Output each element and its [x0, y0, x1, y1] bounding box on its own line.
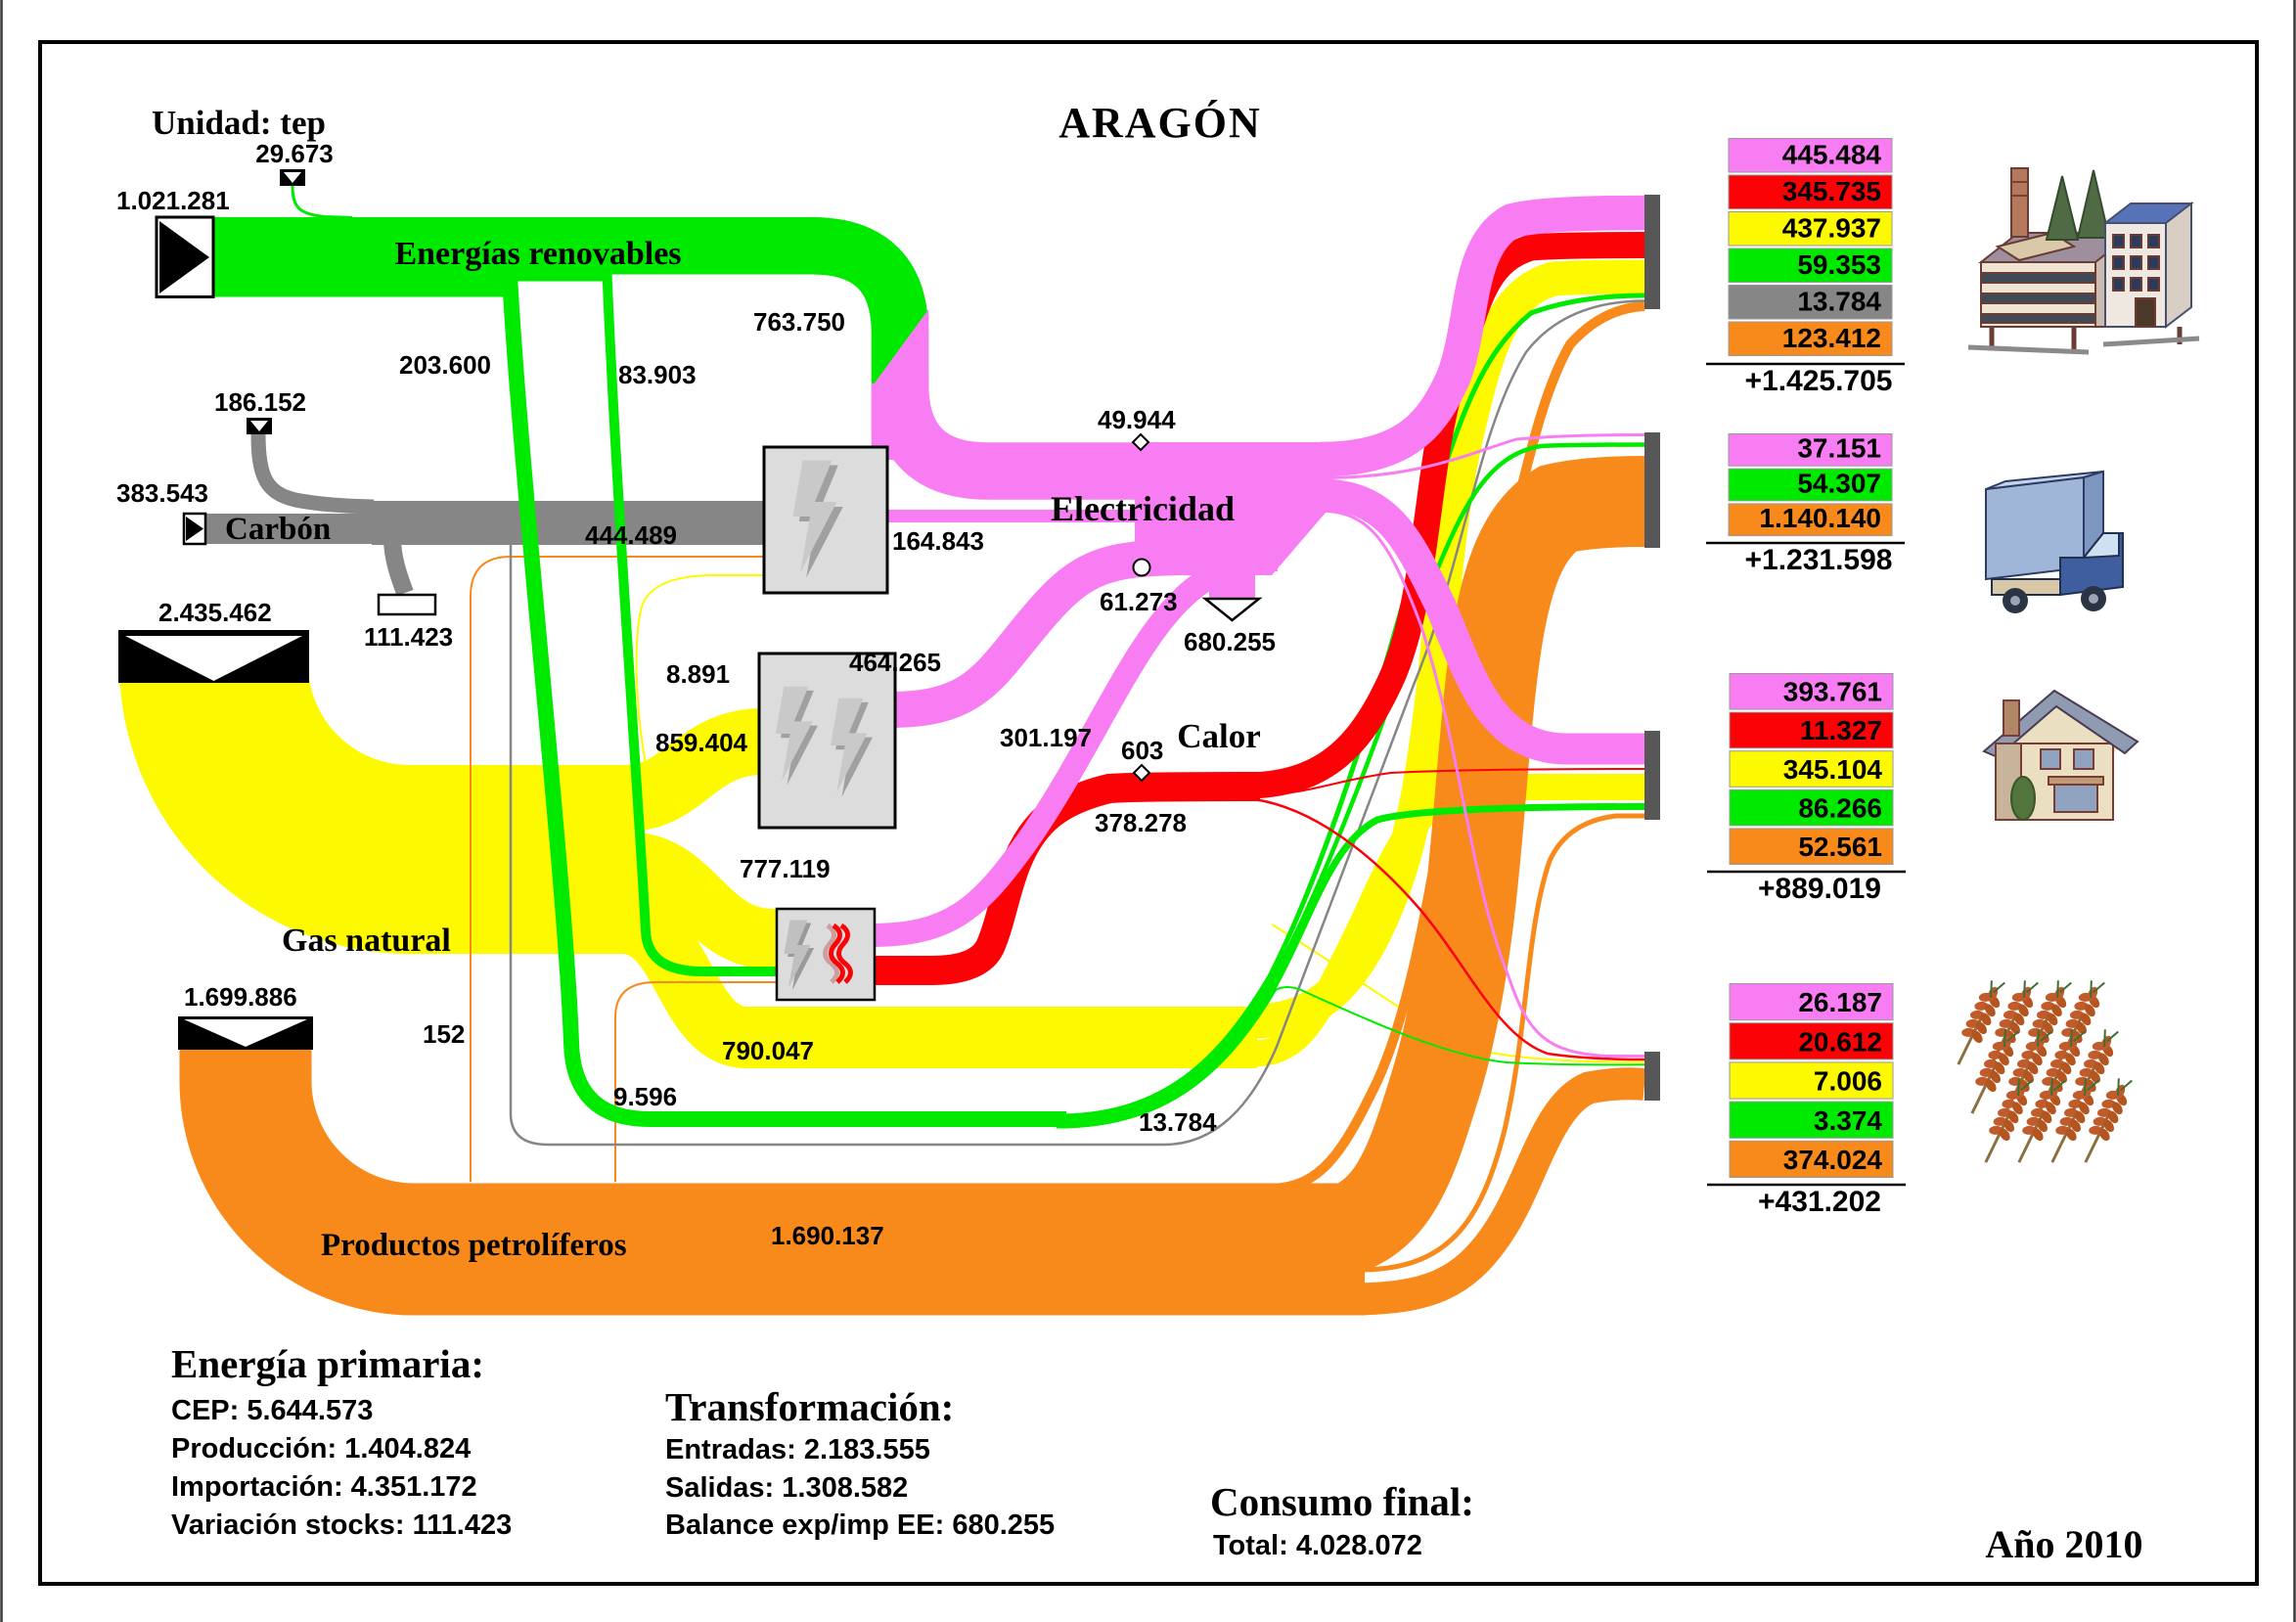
svg-text:1.690.137: 1.690.137 — [771, 1221, 884, 1250]
svg-text:437.937: 437.937 — [1782, 213, 1881, 244]
svg-text:37.151: 37.151 — [1797, 433, 1881, 464]
svg-text:3.374: 3.374 — [1814, 1105, 1882, 1136]
svg-text:790.047: 790.047 — [722, 1036, 814, 1065]
svg-text:383.543: 383.543 — [116, 478, 208, 508]
svg-text:301.197: 301.197 — [1000, 723, 1092, 752]
svg-text:54.307: 54.307 — [1797, 468, 1881, 498]
svg-text:86.266: 86.266 — [1798, 792, 1882, 823]
svg-text:445.484: 445.484 — [1782, 140, 1882, 170]
svg-text:111.423: 111.423 — [364, 622, 453, 652]
svg-text:1.021.281: 1.021.281 — [116, 186, 230, 215]
svg-text:Entradas: 2.183.555: Entradas: 2.183.555 — [665, 1434, 930, 1465]
svg-text:203.600: 203.600 — [399, 350, 491, 380]
svg-text:Producción: 1.404.824: Producción: 1.404.824 — [171, 1433, 471, 1464]
svg-text:680.255: 680.255 — [1184, 627, 1276, 656]
svg-text:Balance exp/imp EE: 680.255: Balance exp/imp EE: 680.255 — [665, 1509, 1055, 1541]
svg-text:393.761: 393.761 — [1783, 677, 1882, 707]
svg-text:61.273: 61.273 — [1100, 587, 1178, 616]
svg-text:763.750: 763.750 — [753, 307, 845, 337]
svg-text:13.784: 13.784 — [1139, 1107, 1217, 1137]
svg-text:Carbón: Carbón — [225, 512, 331, 547]
svg-text:2.435.462: 2.435.462 — [158, 598, 272, 627]
svg-text:Variación stocks: 111.423: Variación stocks: 111.423 — [171, 1509, 512, 1541]
svg-text:Unidad: tep: Unidad: tep — [152, 104, 326, 142]
svg-text:Energía primaria:: Energía primaria: — [171, 1341, 484, 1386]
svg-text:464.265: 464.265 — [849, 648, 941, 677]
svg-text:Productos petrolíferos: Productos petrolíferos — [321, 1228, 627, 1263]
svg-text:ARAGÓN: ARAGÓN — [1058, 99, 1262, 147]
svg-text:83.903: 83.903 — [618, 360, 697, 389]
svg-text:378.278: 378.278 — [1095, 808, 1187, 837]
svg-text:1.140.140: 1.140.140 — [1759, 503, 1881, 533]
svg-text:13.784: 13.784 — [1797, 287, 1881, 317]
svg-text:186.152: 186.152 — [214, 387, 306, 417]
svg-text:26.187: 26.187 — [1798, 987, 1882, 1017]
svg-text:444.489: 444.489 — [585, 520, 677, 550]
svg-text:20.612: 20.612 — [1798, 1026, 1882, 1057]
svg-text:+431.202: +431.202 — [1758, 1186, 1881, 1218]
svg-text:Gas natural: Gas natural — [282, 923, 451, 959]
svg-text:1.699.886: 1.699.886 — [184, 982, 297, 1012]
svg-text:49.944: 49.944 — [1098, 405, 1176, 434]
svg-text:Energías renovables: Energías renovables — [394, 236, 681, 272]
svg-text:Importación: 4.351.172: Importación: 4.351.172 — [171, 1471, 477, 1503]
svg-text:603: 603 — [1121, 736, 1163, 765]
svg-text:8.891: 8.891 — [666, 659, 730, 689]
svg-text:11.327: 11.327 — [1800, 715, 1882, 745]
svg-text:859.404: 859.404 — [655, 728, 748, 757]
svg-text:345.104: 345.104 — [1783, 754, 1883, 785]
svg-text:+1.231.598: +1.231.598 — [1745, 544, 1893, 576]
svg-text:164.843: 164.843 — [892, 526, 984, 556]
svg-text:Año 2010: Año 2010 — [1985, 1522, 2142, 1566]
svg-text:CEP: 5.644.573: CEP: 5.644.573 — [171, 1395, 373, 1426]
svg-text:Salidas: 1.308.582: Salidas: 1.308.582 — [665, 1472, 908, 1504]
svg-text:7.006: 7.006 — [1814, 1066, 1882, 1097]
svg-text:Consumo final:: Consumo final: — [1210, 1479, 1474, 1524]
svg-text:9.596: 9.596 — [613, 1082, 677, 1111]
svg-text:345.735: 345.735 — [1782, 176, 1881, 206]
svg-text:59.353: 59.353 — [1797, 249, 1881, 280]
svg-text:Total: 4.028.072: Total: 4.028.072 — [1213, 1530, 1422, 1561]
svg-text:777.119: 777.119 — [740, 854, 831, 883]
svg-text:29.673: 29.673 — [255, 139, 334, 168]
svg-text:374.024: 374.024 — [1783, 1145, 1883, 1175]
svg-text:+1.425.705: +1.425.705 — [1745, 365, 1893, 397]
svg-text:123.412: 123.412 — [1782, 323, 1881, 353]
svg-text:Electricidad: Electricidad — [1051, 489, 1235, 528]
svg-text:52.561: 52.561 — [1798, 832, 1882, 862]
svg-text:+889.019: +889.019 — [1758, 873, 1881, 905]
svg-text:Transformación:: Transformación: — [665, 1384, 954, 1429]
svg-text:Calor: Calor — [1177, 717, 1261, 755]
svg-text:152: 152 — [423, 1019, 465, 1049]
